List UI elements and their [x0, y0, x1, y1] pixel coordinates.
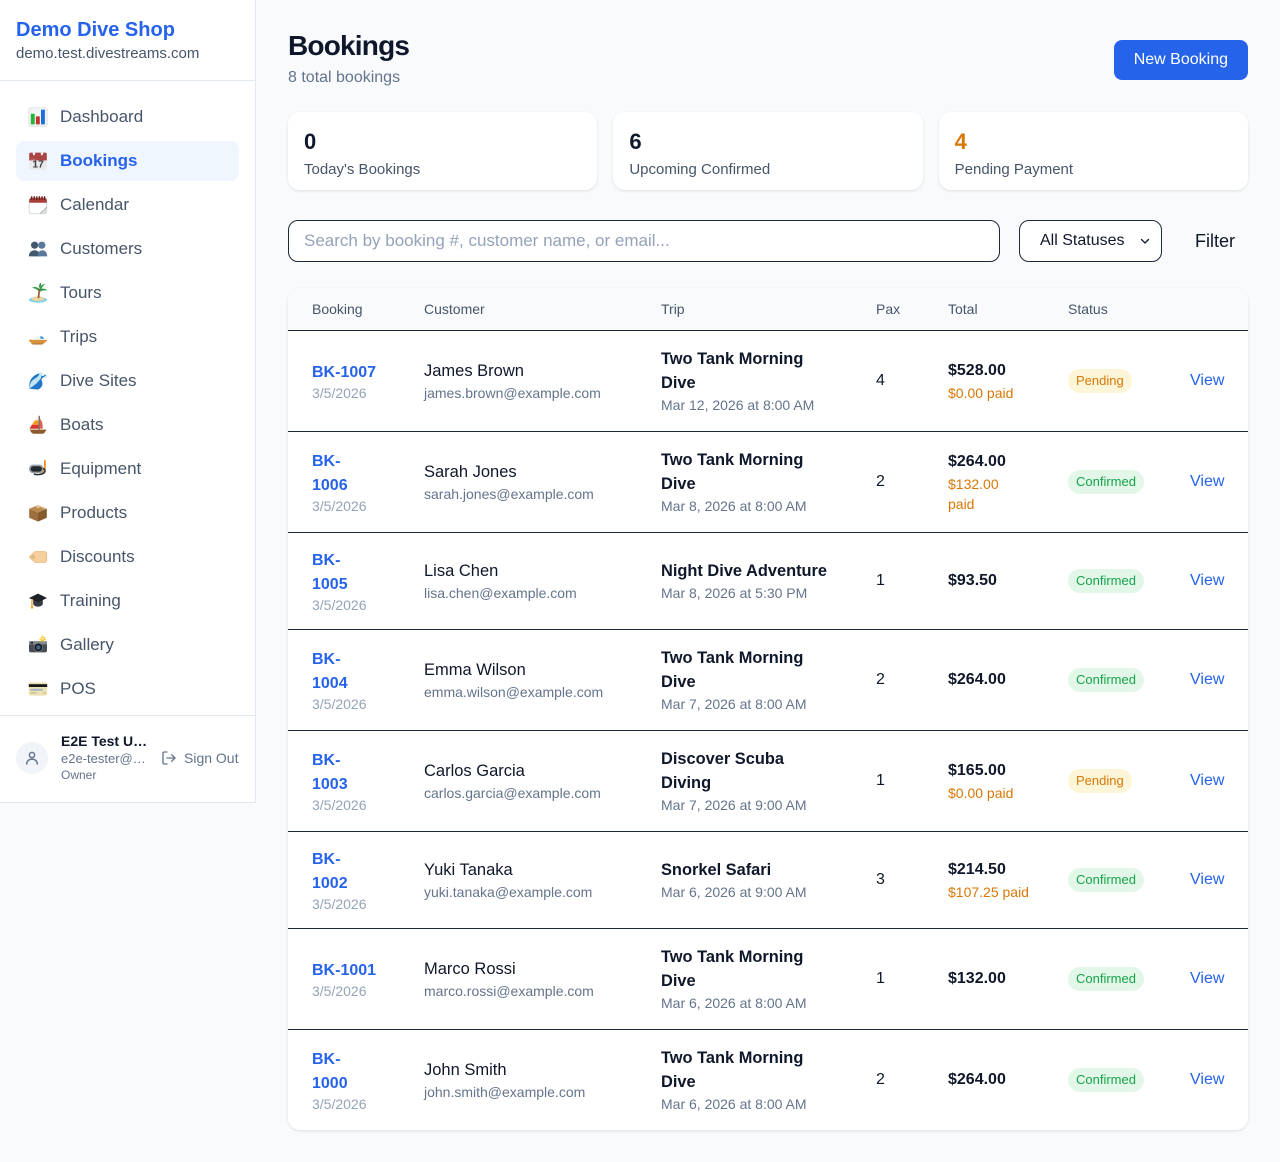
- svg-text:17: 17: [32, 160, 44, 171]
